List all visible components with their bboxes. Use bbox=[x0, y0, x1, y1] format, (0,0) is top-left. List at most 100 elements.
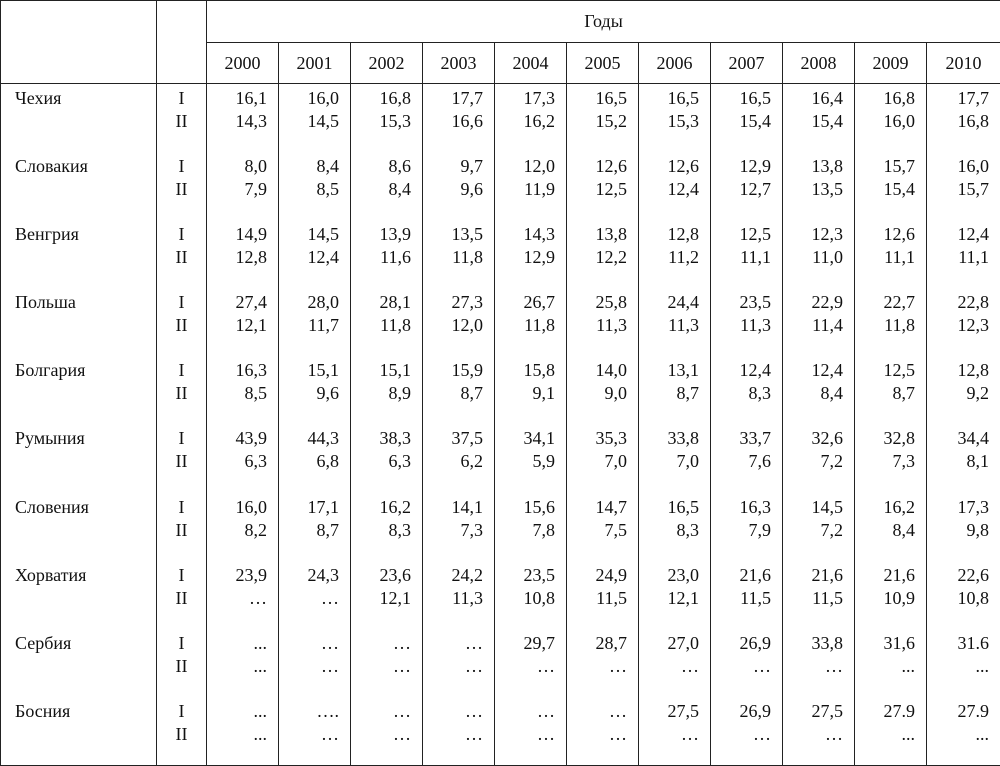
value-ii: 7,2 bbox=[820, 451, 844, 472]
value-ii: 12,0 bbox=[451, 315, 484, 336]
value-i: 24,3 bbox=[307, 564, 340, 585]
value-ii: 11,7 bbox=[308, 315, 339, 336]
value-cell: 16,3 8,5 bbox=[206, 356, 279, 425]
value-i: 27.9 bbox=[957, 700, 990, 721]
country-cell: Венгрия bbox=[0, 220, 157, 289]
value-cell: 17,7 16,8 bbox=[925, 83, 1000, 153]
value-i: 22,8 bbox=[957, 292, 990, 313]
value-cell: 15,7 15,4 bbox=[854, 152, 927, 221]
value-cell: 23,0 12,1 bbox=[638, 560, 711, 629]
value-cell: 13,1 8,7 bbox=[638, 356, 711, 425]
value-cell: 12,4 8,4 bbox=[782, 356, 855, 425]
value-i: 16,2 bbox=[379, 496, 412, 517]
table-row: Чехия I II 16,1 14,3 16,0 14,5 16,8 15,3 17,7 16,6… bbox=[0, 83, 1000, 153]
value-ii: … bbox=[825, 655, 843, 676]
value-cell: 17,1 8,7 bbox=[278, 492, 351, 561]
table-row: Словения I II 16,0 8,2 17,1 8,7 16,2 8,3 14,1 7,3 1… bbox=[0, 492, 1000, 561]
value-ii: 16,8 bbox=[957, 111, 990, 131]
value-ii: 8,1 bbox=[966, 451, 990, 472]
value-i: 12,0 bbox=[523, 156, 556, 177]
value-cell: 21,6 11,5 bbox=[710, 560, 783, 629]
value-ii: 12,8 bbox=[235, 247, 268, 268]
value-ii: 8,5 bbox=[244, 383, 268, 404]
value-cell: 22,7 11,8 bbox=[854, 288, 927, 357]
value-ii: 15,4 bbox=[811, 111, 844, 131]
value-cell: 12,4 11,1 bbox=[925, 220, 1000, 289]
value-ii: ... bbox=[975, 655, 990, 676]
value-i: 12,4 bbox=[739, 360, 772, 381]
value-i: ... bbox=[253, 700, 268, 721]
country-cell: Болгария bbox=[0, 356, 157, 425]
value-i: 23,5 bbox=[523, 564, 556, 585]
value-cell: 16,8 15,3 bbox=[350, 83, 423, 153]
value-cell: 33,8… bbox=[782, 628, 855, 697]
table-row: Босния I II......….……………………… 27,5… 26,9… 27,5… bbox=[0, 696, 1000, 766]
value-ii: 6,2 bbox=[460, 451, 484, 472]
value-ii: 9,8 bbox=[966, 519, 990, 540]
value-ii: 12,2 bbox=[595, 247, 628, 268]
value-cell: 24,4 11,3 bbox=[638, 288, 711, 357]
value-ii: 15,3 bbox=[379, 111, 412, 131]
value-i: 27,5 bbox=[811, 700, 844, 721]
value-cell: 13,5 11,8 bbox=[422, 220, 495, 289]
value-ii: 12,3 bbox=[957, 315, 990, 336]
value-ii: 15,7 bbox=[957, 179, 990, 200]
value-i: 16,5 bbox=[667, 496, 700, 517]
value-cell: ….… bbox=[278, 696, 351, 766]
value-ii: … bbox=[249, 587, 267, 608]
mark-label: II bbox=[175, 587, 188, 608]
mark-label: I bbox=[178, 360, 185, 381]
value-ii: 12,4 bbox=[667, 179, 700, 200]
value-i: 22,9 bbox=[811, 292, 844, 313]
value-cell: 15,8 9,1 bbox=[494, 356, 567, 425]
value-cell: 9,7 9,6 bbox=[422, 152, 495, 221]
country-cell: Словения bbox=[0, 492, 157, 561]
value-cell: 38,3 6,3 bbox=[350, 424, 423, 493]
year-header: 2009 bbox=[854, 42, 927, 84]
country-name: Босния bbox=[15, 700, 71, 721]
value-ii: 15,4 bbox=[883, 179, 916, 200]
value-ii: 8,4 bbox=[388, 179, 412, 200]
value-cell: 8,6 8,4 bbox=[350, 152, 423, 221]
value-i: … bbox=[465, 700, 483, 721]
value-cell: 8,0 7,9 bbox=[206, 152, 279, 221]
header-row-years: 2000 2001 2002 2003 2004 2005 2006 2007 2008 2009… bbox=[1, 42, 1000, 84]
value-cell: …… bbox=[422, 628, 495, 697]
value-i: 16,8 bbox=[379, 88, 412, 108]
table-row: Румыния I II 43,9 6,3 44,3 6,8 38,3 6,3 37,5 6,2 34… bbox=[0, 424, 1000, 493]
value-cell: 28,1 11,8 bbox=[350, 288, 423, 357]
value-ii: 12,1 bbox=[235, 315, 268, 336]
value-cell: 12,3 11,0 bbox=[782, 220, 855, 289]
value-i: 16,5 bbox=[667, 88, 700, 108]
value-cell: 12,0 11,9 bbox=[494, 152, 567, 221]
value-ii: 11,3 bbox=[740, 315, 771, 336]
value-cell: 16,0 15,7 bbox=[925, 152, 1000, 221]
value-ii: … bbox=[537, 655, 555, 676]
year-header: 2000 bbox=[206, 42, 279, 84]
value-i: 28,1 bbox=[379, 292, 412, 313]
value-i: 12,5 bbox=[739, 224, 772, 245]
value-cell: 16,5 15,3 bbox=[638, 83, 711, 153]
value-cell: 14,5 7,2 bbox=[782, 492, 855, 561]
value-i: 26,9 bbox=[739, 632, 772, 653]
mark-label: I bbox=[178, 632, 185, 653]
value-i: 23,9 bbox=[235, 564, 268, 585]
mark-label: I bbox=[178, 428, 185, 449]
value-i: 15,1 bbox=[307, 360, 340, 381]
value-ii: 11,3 bbox=[452, 587, 483, 608]
mark-cell: I II bbox=[156, 696, 207, 766]
value-cell: 24,9 11,5 bbox=[566, 560, 639, 629]
value-ii: ... bbox=[901, 723, 916, 744]
value-i: 23,5 bbox=[739, 292, 772, 313]
value-i: 17,7 bbox=[451, 88, 484, 108]
value-i: 16,0 bbox=[957, 156, 990, 177]
value-cell: 17,3 16,2 bbox=[494, 83, 567, 153]
value-cell: 17,7 16,6 bbox=[422, 83, 495, 153]
value-cell: 23,6 12,1 bbox=[350, 560, 423, 629]
value-ii: 11,8 bbox=[884, 315, 915, 336]
value-cell: 23,5 11,3 bbox=[710, 288, 783, 357]
value-i: …. bbox=[316, 700, 340, 721]
value-ii: 11,4 bbox=[812, 315, 843, 336]
value-i: 22,7 bbox=[883, 292, 916, 313]
country-cell: Хорватия bbox=[0, 560, 157, 629]
